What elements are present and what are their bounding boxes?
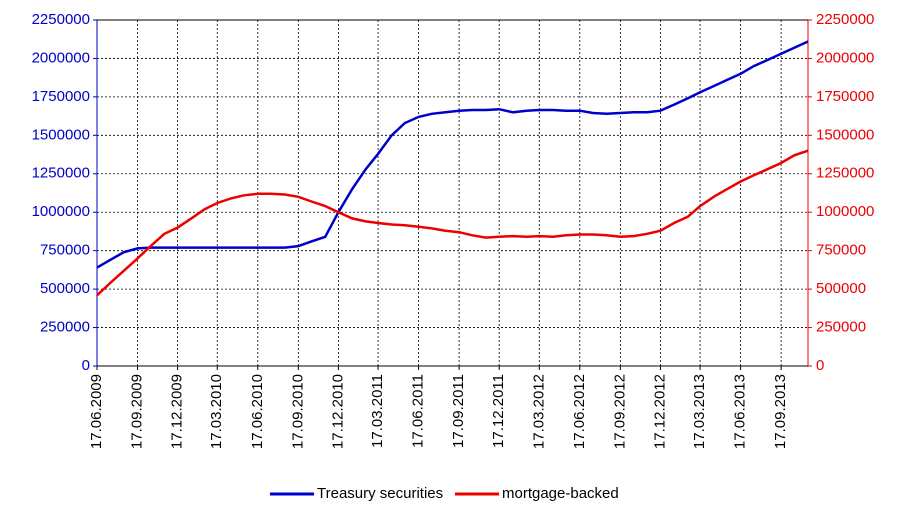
y-tick-label: 1750000 (32, 88, 90, 105)
x-tick-label: 17.06.2012 (571, 374, 588, 449)
x-tick-label: 17.09.2012 (611, 374, 628, 449)
x-tick-label: 17.06.2013 (732, 374, 749, 449)
x-tick-label: 17.09.2010 (289, 374, 306, 449)
y2-tick-label: 1000000 (816, 203, 874, 220)
y-tick-label: 500000 (40, 280, 90, 297)
x-tick-label: 17.06.2011 (410, 374, 427, 448)
y2-tick-label: 1500000 (816, 126, 874, 143)
x-tick-label: 17.12.2012 (651, 374, 668, 449)
y2-tick-label: 2250000 (816, 11, 874, 28)
y2-tick-label: 500000 (816, 280, 866, 297)
legend-label: mortgage-backed (502, 485, 619, 502)
legend-label: Treasury securities (317, 485, 443, 502)
y-tick-label: 2250000 (32, 11, 90, 28)
line-series (96, 149, 809, 297)
x-tick-label: 17.06.2010 (249, 374, 266, 449)
line-series (96, 40, 809, 269)
x-tick-label: 17.03.2010 (208, 374, 225, 449)
y-tick-label: 750000 (40, 242, 90, 259)
y2-tick-label: 1250000 (816, 165, 874, 182)
x-tick-label: 17.09.2013 (772, 374, 789, 449)
y2-tick-label: 0 (816, 357, 824, 374)
x-tick-label: 17.12.2010 (329, 374, 346, 449)
x-tick-label: 17.12.2009 (169, 374, 186, 449)
y-tick-label: 1250000 (32, 165, 90, 182)
y-tick-label: 1500000 (32, 126, 90, 143)
x-tick-label: 17.12.2011 (490, 374, 507, 448)
y2-tick-label: 1750000 (816, 88, 874, 105)
x-tick-label: 17.03.2011 (369, 374, 386, 448)
y2-tick-label: 2000000 (816, 49, 874, 66)
y2-tick-label: 250000 (816, 319, 866, 336)
y2-tick-label: 750000 (816, 242, 866, 259)
x-tick-label: 17.03.2013 (691, 374, 708, 449)
y-tick-label: 1000000 (32, 203, 90, 220)
x-tick-label: 17.06.2009 (88, 374, 105, 449)
y-tick-label: 250000 (40, 319, 90, 336)
x-tick-label: 17.09.2011 (450, 374, 467, 448)
x-tick-label: 17.03.2012 (530, 374, 547, 449)
x-tick-label: 17.09.2009 (128, 374, 145, 449)
y-tick-label: 0 (82, 357, 90, 374)
y-tick-label: 2000000 (32, 49, 90, 66)
